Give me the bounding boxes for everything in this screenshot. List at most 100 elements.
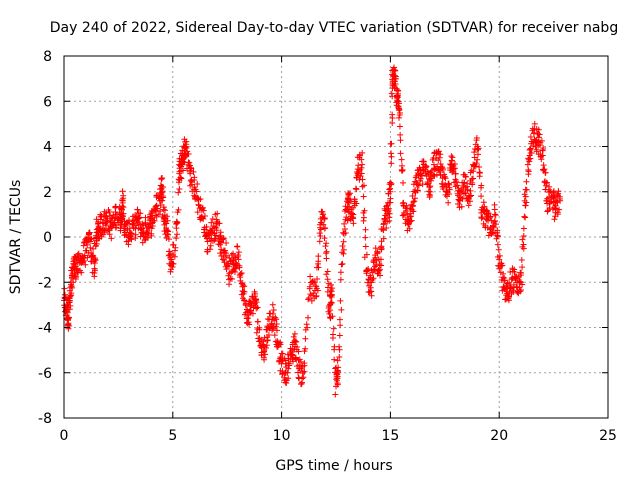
data-point <box>200 207 207 214</box>
data-point <box>411 198 418 205</box>
data-point <box>157 202 164 209</box>
data-point <box>103 222 110 229</box>
data-point <box>399 168 406 175</box>
data-point <box>342 230 349 237</box>
data-point <box>467 198 474 205</box>
data-point <box>408 217 415 224</box>
data-point <box>376 266 383 273</box>
data-point <box>448 157 455 164</box>
data-point <box>323 250 330 257</box>
data-point <box>73 266 80 273</box>
data-point <box>92 255 99 262</box>
data-point <box>291 330 298 337</box>
data-point <box>388 140 395 147</box>
data-point <box>337 297 344 304</box>
data-point <box>345 191 352 198</box>
data-point <box>322 243 329 250</box>
data-point <box>136 214 143 221</box>
y-axis-label: SDTVAR / TECUs <box>8 180 24 295</box>
data-point <box>223 240 230 247</box>
data-point <box>218 252 225 259</box>
data-point <box>449 154 456 161</box>
data-point <box>290 333 297 340</box>
data-point <box>173 235 180 242</box>
data-point <box>532 143 539 150</box>
data-point <box>434 163 441 170</box>
data-point <box>517 269 524 276</box>
data-point <box>468 192 475 199</box>
data-point <box>436 168 443 175</box>
data-point <box>494 227 501 234</box>
data-point <box>361 207 368 214</box>
data-point <box>362 243 369 250</box>
data-point <box>334 357 341 364</box>
data-point <box>407 213 414 220</box>
data-point <box>368 279 375 286</box>
data-point <box>191 177 198 184</box>
data-point <box>485 232 492 239</box>
data-point <box>273 327 280 334</box>
data-point <box>302 335 309 342</box>
data-point <box>323 248 330 255</box>
data-point <box>228 252 235 259</box>
data-point <box>241 288 248 295</box>
data-point <box>228 276 235 282</box>
data-point <box>386 199 393 206</box>
data-point <box>220 235 227 242</box>
data-point <box>284 369 291 376</box>
data-point <box>132 231 139 238</box>
data-point <box>340 238 347 245</box>
data-point <box>298 380 305 387</box>
data-point <box>248 307 255 314</box>
data-point <box>481 203 488 210</box>
data-point <box>187 177 194 184</box>
data-point <box>265 331 272 338</box>
data-point <box>557 197 564 204</box>
data-point <box>540 162 547 169</box>
data-point <box>438 164 445 171</box>
data-point <box>345 208 352 215</box>
data-point <box>437 151 444 158</box>
data-point <box>552 205 559 212</box>
data-point <box>65 314 72 321</box>
data-point <box>234 243 241 250</box>
data-point <box>389 114 396 121</box>
data-point <box>446 184 453 191</box>
data-point <box>90 245 97 252</box>
data-point <box>216 220 223 227</box>
data-point <box>260 338 267 345</box>
data-point <box>264 337 271 344</box>
data-point <box>385 208 392 215</box>
data-point <box>208 219 215 226</box>
data-point <box>135 215 142 222</box>
data-point <box>397 131 404 138</box>
data-point <box>182 144 189 151</box>
data-point <box>253 299 260 306</box>
data-point <box>396 114 403 121</box>
data-point <box>465 202 472 209</box>
data-point <box>159 188 166 195</box>
data-point <box>316 238 323 245</box>
data-point <box>530 142 537 149</box>
data-point <box>464 180 471 187</box>
data-point <box>452 170 459 177</box>
data-point <box>531 120 538 127</box>
data-point <box>264 337 271 344</box>
data-point <box>496 256 503 263</box>
y-tick-label: 6 <box>43 94 52 110</box>
chart-title: Day 240 of 2022, Sidereal Day-to-day VTE… <box>50 20 618 36</box>
data-point <box>350 215 357 222</box>
data-point <box>520 241 527 248</box>
data-point <box>440 166 447 173</box>
data-point <box>391 72 398 79</box>
data-point <box>380 235 387 242</box>
data-point <box>394 94 401 101</box>
data-point <box>328 299 335 306</box>
data-point <box>240 282 247 289</box>
data-point <box>334 367 341 374</box>
data-point <box>82 261 89 268</box>
data-point <box>262 351 269 358</box>
data-point <box>518 256 525 263</box>
data-point <box>453 179 460 186</box>
data-point <box>391 64 398 71</box>
